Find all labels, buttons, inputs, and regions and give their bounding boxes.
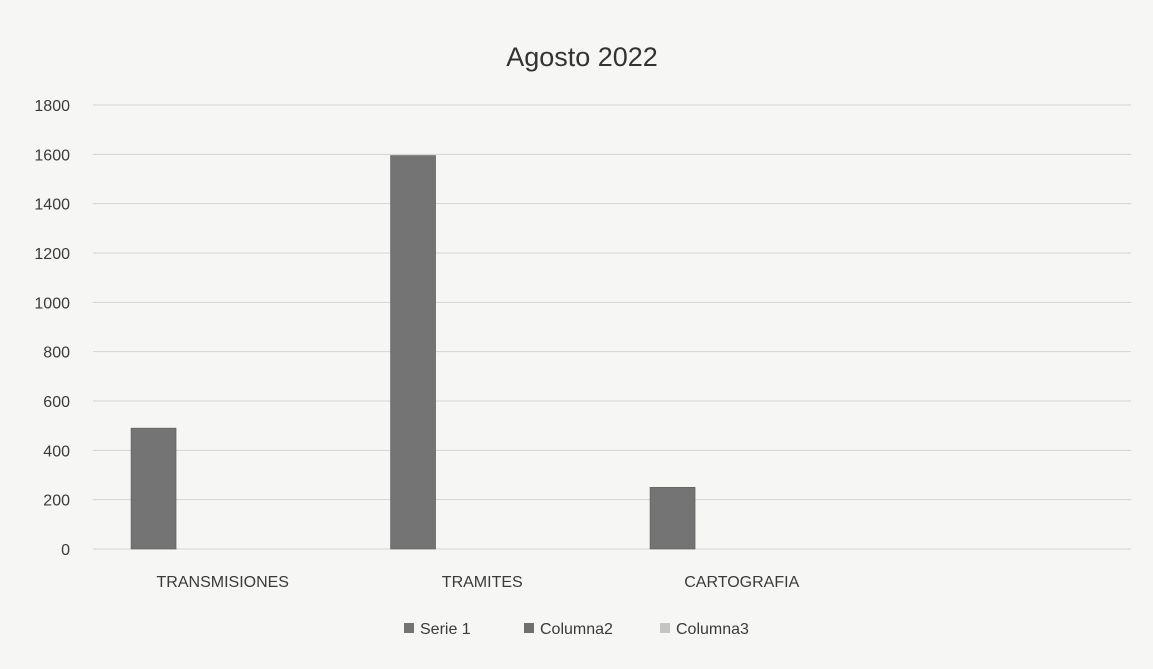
bars <box>130 155 696 550</box>
legend-label: Columna2 <box>540 621 613 638</box>
x-tick-label: TRAMITES <box>442 574 523 591</box>
y-tick-label: 400 <box>43 443 70 460</box>
gridlines <box>93 104 1131 550</box>
x-tick-label: TRANSMISIONES <box>157 574 289 591</box>
bar-cartografia-serie-1 <box>649 487 696 550</box>
x-axis-tick-labels: TRANSMISIONES TRAMITES CARTOGRAFIA <box>157 574 800 591</box>
y-tick-label: 200 <box>43 493 70 510</box>
bar-tramites-serie-1 <box>390 155 436 550</box>
y-tick-label: 0 <box>61 542 70 559</box>
legend-label: Serie 1 <box>420 621 471 638</box>
y-tick-label: 800 <box>43 345 70 362</box>
y-tick-label: 1600 <box>34 147 70 164</box>
x-tick-label: CARTOGRAFIA <box>684 574 799 591</box>
chart-title: Agosto 2022 <box>506 42 658 72</box>
y-tick-label: 1000 <box>34 295 70 312</box>
y-tick-label: 1800 <box>34 98 70 115</box>
bar-transmisiones-serie-1 <box>130 427 177 550</box>
legend: Serie 1 Columna2 Columna3 <box>404 621 749 638</box>
y-tick-label: 600 <box>43 394 70 411</box>
y-tick-label: 1200 <box>34 246 70 263</box>
legend-swatch-columna3 <box>660 623 670 633</box>
y-tick-label: 1400 <box>34 197 70 214</box>
legend-label: Columna3 <box>676 621 749 638</box>
y-axis-tick-labels: 0 200 400 600 800 1000 1200 1400 1600 1800 <box>34 98 70 559</box>
legend-swatch-columna2 <box>524 623 534 633</box>
legend-swatch-serie-1 <box>404 623 414 633</box>
